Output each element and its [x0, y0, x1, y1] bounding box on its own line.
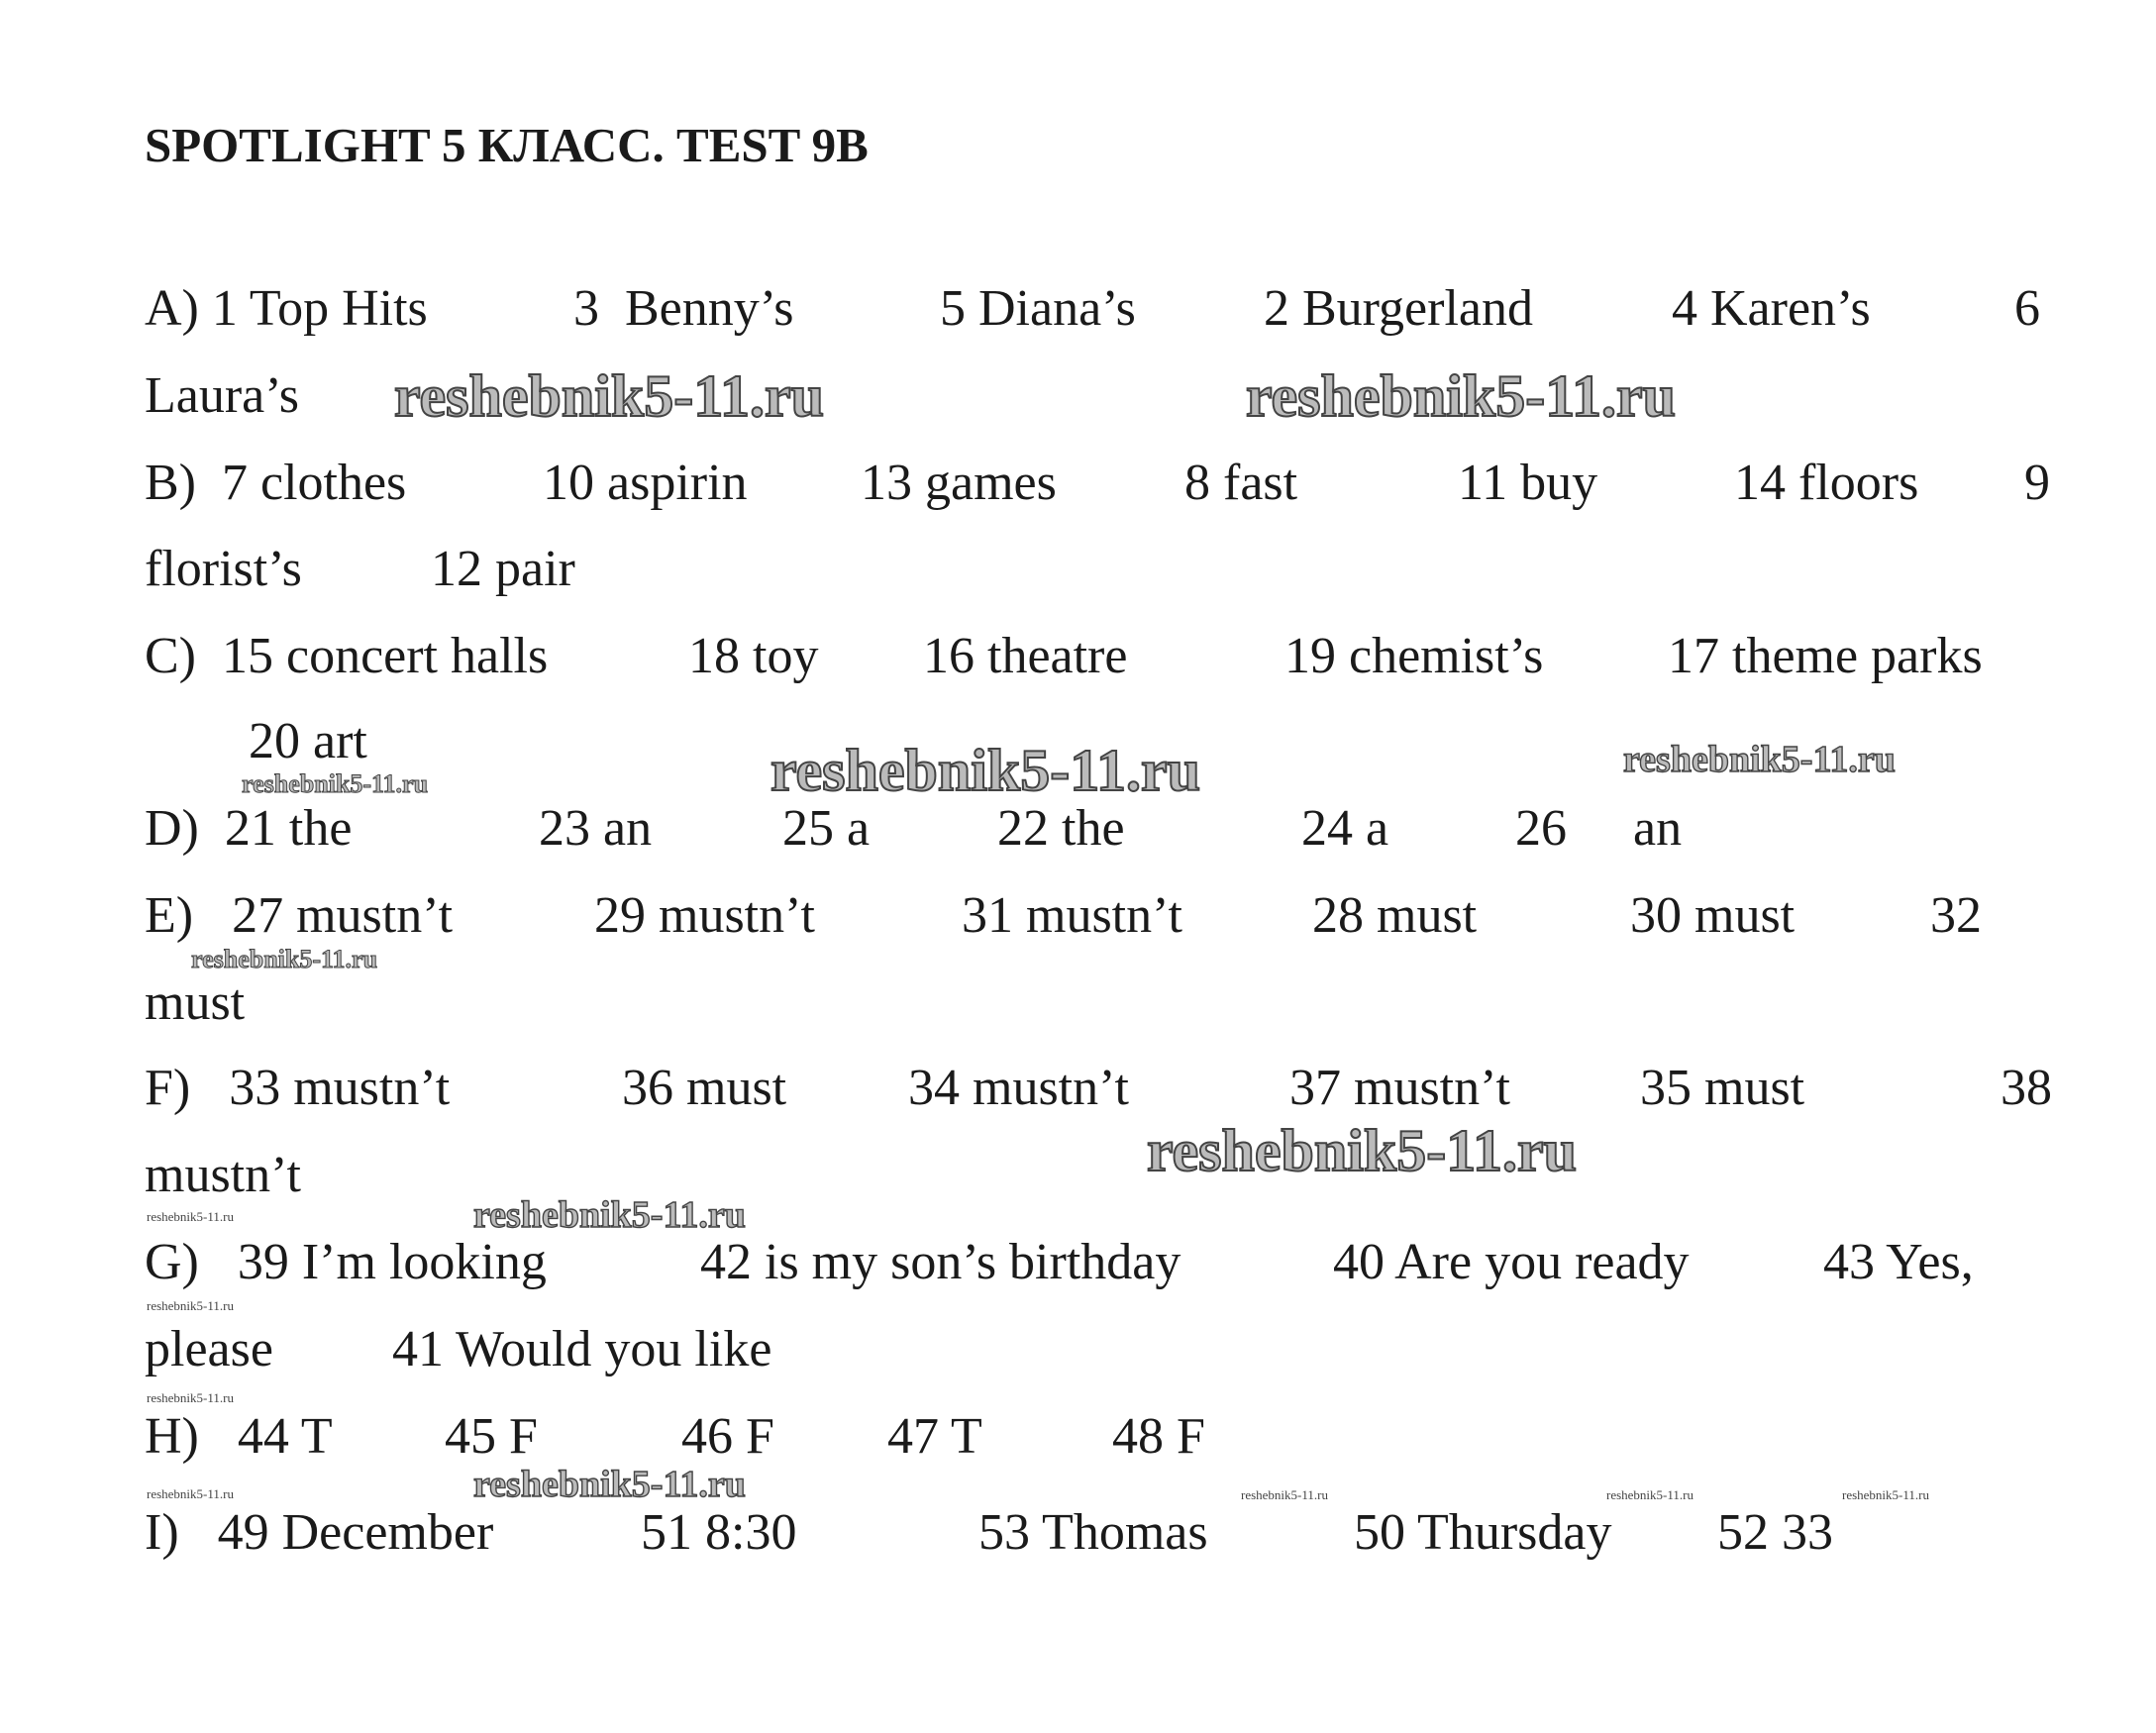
- answer-item: 4 Karen’s: [1672, 280, 1871, 337]
- answer-item: B) 7 clothes: [145, 455, 407, 511]
- watermark: reshebnik5-11.ru: [1606, 1487, 1694, 1502]
- answer-item: 52 33: [1717, 1504, 1833, 1561]
- watermark: reshebnik5-11.ru: [147, 1486, 234, 1501]
- answer-item: F) 33 mustn’t: [145, 1060, 451, 1116]
- answer-item: 28 must: [1312, 887, 1478, 944]
- watermark: reshebnik5-11.ru: [1146, 1118, 1578, 1183]
- answer-item: 53 Thomas: [978, 1504, 1208, 1561]
- answer-item: 20 art: [249, 713, 367, 769]
- answer-item: 48 F: [1112, 1408, 1205, 1465]
- answer-item: 9: [2024, 455, 2050, 511]
- answer-item: 24 a: [1301, 800, 1389, 857]
- answer-item: 26: [1515, 800, 1567, 857]
- answer-item: mustn’t: [145, 1147, 301, 1203]
- answer-item: 43 Yes,: [1823, 1234, 1974, 1290]
- answer-item: 51 8:30: [641, 1504, 797, 1561]
- answer-item: 37 mustn’t: [1289, 1060, 1510, 1116]
- answer-item: 34 mustn’t: [908, 1060, 1129, 1116]
- watermark: reshebnik5-11.ru: [1241, 1487, 1328, 1502]
- answer-item: 32: [1930, 887, 1982, 944]
- watermark: reshebnik5-11.ru: [1842, 1487, 1929, 1502]
- answer-item: 46 F: [681, 1408, 774, 1465]
- answer-item: I) 49 December: [145, 1504, 494, 1561]
- answer-item: 47 T: [887, 1408, 982, 1465]
- answer-item: H) 44 T: [145, 1408, 333, 1465]
- watermark: reshebnik5-11.ru: [472, 1464, 746, 1505]
- answer-item: D) 21 the: [145, 800, 353, 857]
- answer-item: 38: [2001, 1060, 2052, 1116]
- answer-item: A) 1 Top Hits: [145, 280, 428, 337]
- answer-item: 11 buy: [1458, 455, 1598, 511]
- answer-item: 12 pair: [431, 541, 575, 597]
- answer-item: 50 Thursday: [1354, 1504, 1612, 1561]
- answer-item: Laura’s: [145, 367, 299, 424]
- answer-item: 23 an: [539, 800, 653, 857]
- page-title: SPOTLIGHT 5 КЛАСС. TEST 9B: [145, 118, 869, 172]
- answer-item: 14 floors: [1734, 455, 1919, 511]
- answer-item: G) 39 I’m looking: [145, 1234, 547, 1290]
- answer-item: 29 mustn’t: [594, 887, 815, 944]
- answer-item: 36 must: [622, 1060, 787, 1116]
- answer-item: C) 15 concert halls: [145, 628, 549, 684]
- watermark: reshebnik5-11.ru: [393, 363, 825, 429]
- answer-item: 13 games: [861, 455, 1057, 511]
- answer-item: an: [1633, 800, 1683, 857]
- answer-item: 22 the: [997, 800, 1125, 857]
- answer-item: 19 chemist’s: [1284, 628, 1544, 684]
- answer-item: 5 Diana’s: [940, 280, 1136, 337]
- answer-item: 10 aspirin: [543, 455, 748, 511]
- answer-item: 18 toy: [688, 628, 819, 684]
- answer-item: 2 Burgerland: [1264, 280, 1533, 337]
- watermark: reshebnik5-11.ru: [770, 738, 1201, 803]
- answer-item: must: [145, 974, 246, 1031]
- watermark: reshebnik5-11.ru: [1622, 739, 1896, 780]
- answer-item: 40 Are you ready: [1333, 1234, 1690, 1290]
- answer-item: 25 a: [782, 800, 871, 857]
- answer-item: 3 Benny’s: [573, 280, 794, 337]
- watermark: reshebnik5-11.ru: [1245, 363, 1677, 429]
- answer-item: 45 F: [445, 1408, 538, 1465]
- watermark: reshebnik5-11.ru: [147, 1390, 234, 1405]
- answer-item: E) 27 mustn’t: [145, 887, 454, 944]
- answer-item: 17 theme parks: [1668, 628, 1983, 684]
- answer-item: 8 fast: [1184, 455, 1298, 511]
- watermark: reshebnik5-11.ru: [190, 945, 378, 973]
- answer-item: 6: [2014, 280, 2040, 337]
- answer-item: 41 Would you like: [392, 1321, 772, 1377]
- watermark: reshebnik5-11.ru: [241, 769, 429, 798]
- watermark: reshebnik5-11.ru: [147, 1209, 234, 1224]
- answer-item: 42 is my son’s birthday: [700, 1234, 1181, 1290]
- watermark: reshebnik5-11.ru: [472, 1194, 746, 1236]
- watermark: reshebnik5-11.ru: [147, 1298, 234, 1313]
- answer-item: 30 must: [1630, 887, 1796, 944]
- answer-item: florist’s: [145, 541, 302, 597]
- answer-item: 31 mustn’t: [962, 887, 1182, 944]
- answer-item: 35 must: [1640, 1060, 1805, 1116]
- answer-item: please: [145, 1321, 273, 1377]
- answer-item: 16 theatre: [923, 628, 1128, 684]
